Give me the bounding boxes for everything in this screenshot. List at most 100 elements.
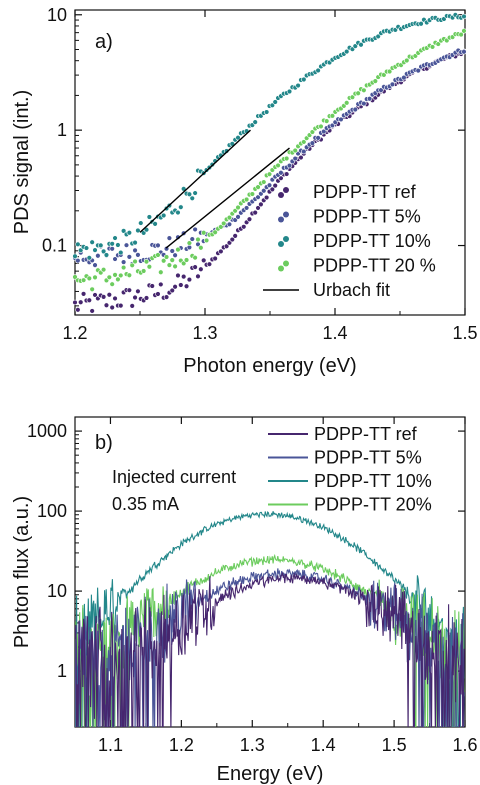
a-point — [435, 41, 441, 47]
a-legend-marker — [278, 241, 284, 247]
a-point — [103, 302, 110, 308]
a-point — [89, 286, 95, 292]
a-point — [195, 236, 201, 243]
a-point — [301, 76, 307, 83]
a-point — [126, 272, 133, 278]
a-point — [155, 291, 161, 297]
a-point — [401, 74, 407, 81]
a-point — [160, 258, 167, 264]
a-point — [175, 209, 181, 216]
a-point — [78, 299, 84, 305]
a-point — [206, 261, 213, 267]
b-ytick-label: 100 — [37, 501, 67, 521]
a-point — [180, 260, 187, 267]
a-point — [106, 292, 113, 298]
a-legend-marker — [283, 187, 289, 193]
a-point — [92, 247, 98, 253]
a-point — [229, 236, 236, 243]
a-legend-marker — [278, 192, 284, 198]
b-ytick-label: 1000 — [27, 421, 67, 441]
a-point — [129, 303, 135, 309]
b-ytick-label: 1 — [57, 661, 67, 681]
a-point — [255, 205, 261, 211]
b-legend-label: PDPP-TT 10% — [314, 471, 432, 491]
a-point — [75, 241, 81, 248]
panel-a-label: a) — [95, 31, 113, 53]
a-point — [163, 254, 170, 260]
a-point — [92, 292, 98, 298]
a-point — [100, 266, 107, 273]
a-point — [100, 248, 107, 255]
a-legend-marker — [278, 265, 284, 272]
b-legend-label: PDPP-TT 5% — [314, 448, 422, 468]
a-series-2 — [72, 12, 467, 261]
b-series-2 — [75, 510, 465, 727]
a-point — [186, 240, 193, 246]
a-point — [183, 257, 190, 263]
a-point — [80, 277, 87, 283]
a-legend-marker — [278, 216, 284, 223]
a-point — [158, 269, 164, 275]
a-point — [189, 195, 195, 201]
a-point — [269, 102, 276, 109]
a-point — [120, 264, 127, 271]
a-point — [75, 307, 81, 313]
panel-b-annotation-line2: 0.35 mA — [112, 494, 179, 514]
a-point — [263, 109, 270, 115]
a-point — [126, 254, 133, 260]
a-point — [203, 237, 210, 244]
a-point — [178, 204, 184, 210]
a-point — [172, 263, 178, 270]
a-point — [258, 201, 264, 208]
a-point — [112, 256, 118, 262]
a-point — [315, 67, 321, 74]
a-point — [221, 220, 227, 227]
a-point — [103, 252, 110, 258]
a-point — [249, 191, 256, 197]
a-point — [72, 253, 78, 259]
a-point — [138, 220, 144, 226]
panel-a-xlabel: Photon energy (eV) — [183, 355, 356, 377]
a-point — [361, 87, 367, 93]
a-point — [418, 21, 424, 27]
a-ytick-label: 0.1 — [42, 236, 67, 256]
b-xtick-label: 1.4 — [311, 735, 336, 755]
a-point — [120, 228, 127, 234]
a-point — [135, 227, 141, 234]
a-point — [192, 264, 198, 270]
a-point — [198, 266, 204, 272]
a-point — [169, 257, 175, 263]
b-xtick-label: 1.3 — [240, 735, 265, 755]
a-point — [146, 264, 153, 270]
a-point — [106, 274, 113, 280]
a-point — [109, 304, 115, 311]
b-legend-label: PDPP-TT 20% — [314, 495, 432, 515]
a-point — [366, 96, 373, 102]
a-legend-label: PDPP-TT 20 % — [313, 256, 436, 276]
a-point — [126, 287, 133, 293]
a-point — [132, 247, 138, 254]
panel-a-legend: PDPP-TT ref PDPP-TT 5% PDPP-TT 10% PDPP-TT … — [263, 182, 436, 300]
a-point — [155, 242, 161, 249]
a-point — [263, 194, 270, 201]
a-point — [75, 257, 81, 264]
a-point — [183, 283, 190, 289]
a-point — [109, 281, 115, 287]
a-point — [149, 283, 155, 289]
a-point — [72, 299, 78, 306]
a-point — [132, 294, 138, 301]
a-point — [266, 182, 273, 188]
a-point — [243, 205, 250, 211]
a-point — [78, 247, 84, 253]
a-point — [226, 214, 233, 221]
b-xtick-label: 1.5 — [382, 735, 407, 755]
b-series-0 — [75, 572, 465, 727]
a-point — [372, 78, 378, 84]
a-point — [404, 57, 410, 64]
a-legend-label: PDPP-TT 5% — [313, 207, 421, 227]
a-point — [272, 182, 278, 189]
a-point — [172, 252, 178, 258]
panel-b-xlabel: Energy (eV) — [217, 763, 324, 785]
a-urbach-fit-line — [165, 147, 290, 249]
a-point — [349, 94, 356, 100]
